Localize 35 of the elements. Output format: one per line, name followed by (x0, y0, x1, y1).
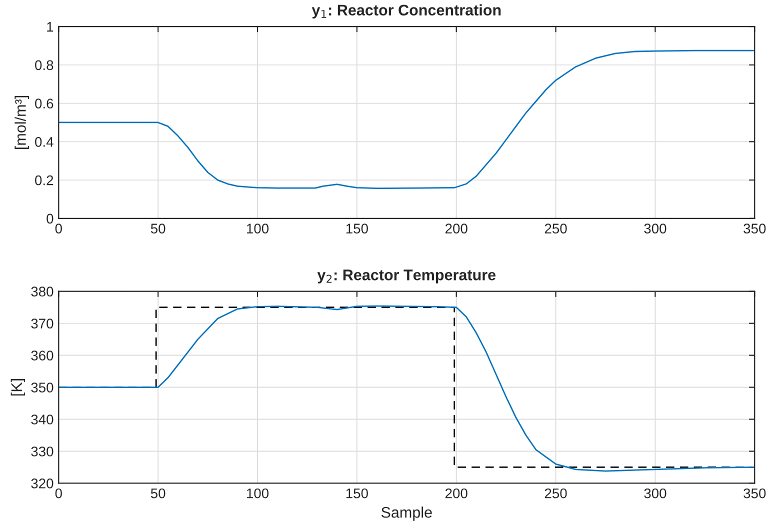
x-tick-label: 250 (544, 224, 567, 234)
y-tick-label: 340 (31, 414, 54, 424)
y-axis-title: [K] (10, 379, 26, 396)
x-tick-label: 150 (346, 488, 368, 498)
x-tick-label: 50 (150, 224, 166, 234)
x-tick-label: 150 (346, 224, 368, 234)
y-tick-label: 370 (31, 318, 54, 328)
y-tick-label: 0.4 (35, 137, 54, 147)
y-tick-label: 0.2 (35, 175, 54, 186)
y-tick-label: 320 (31, 478, 54, 488)
line-series (58, 50, 755, 189)
y-tick-label: 0.6 (35, 98, 54, 108)
x-tick-label: 0 (55, 224, 62, 234)
x-tick-label: 100 (246, 488, 269, 498)
x-tick-label: 200 (445, 488, 468, 498)
x-tick-label: 50 (150, 488, 166, 498)
x-tick-label: 100 (246, 224, 269, 234)
x-tick-label: 350 (744, 224, 766, 234)
x-tick-label: 300 (644, 224, 666, 234)
x-tick-label: 0 (55, 488, 62, 498)
y-tick-label: 1 (47, 22, 54, 32)
x-tick-label: 200 (445, 224, 468, 234)
y-tick-label: 350 (31, 382, 54, 392)
x-tick-label: 350 (744, 488, 766, 498)
chart-title: y$_{1}$: Reactor Concentration (312, 4, 501, 19)
y-tick-label: 330 (31, 446, 54, 456)
y-tick-label: 360 (31, 350, 54, 360)
y-tick-label: 0.8 (35, 60, 54, 70)
y-tick-label: 0 (46, 214, 54, 224)
y-tick-label: 380 (31, 286, 54, 297)
y-axis-title: [mol/m³] (14, 96, 29, 149)
x-tick-label: 300 (644, 488, 666, 498)
x-axis-title: Sample (381, 506, 432, 521)
x-tick-label: 250 (544, 488, 567, 498)
chart-title: y$_{2}$: Reactor Temperature (317, 270, 496, 284)
